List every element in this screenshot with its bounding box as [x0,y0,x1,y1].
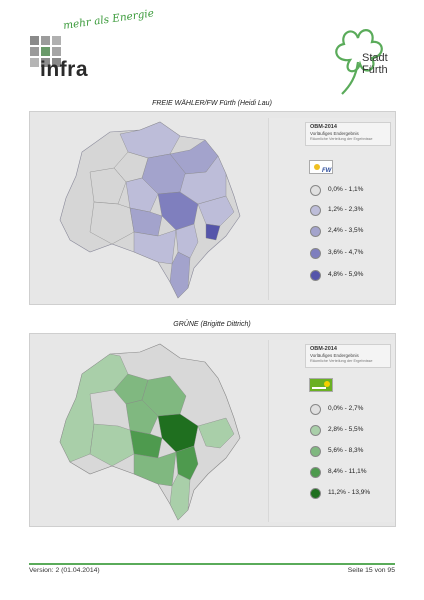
logo-tile [41,58,50,67]
city-logo-text: Stadt Fürth [362,52,388,76]
logo-tile [41,47,50,56]
city-logo-line1: Stadt [362,52,388,64]
legend-swatch [310,226,321,237]
district [175,223,199,259]
legend-swatch [310,488,321,499]
svg-text:FW: FW [322,168,332,174]
legend-item: 0,0% - 2,7% [310,404,394,416]
legend-subtitle: Vorläufiges Endergebnis [310,131,359,136]
district [179,155,227,205]
district [133,229,177,265]
city-logo-line2: Fürth [362,64,388,76]
legend-swatch [310,467,321,478]
legend-item: 3,6% - 4,7% [310,248,394,260]
legend-label: 2,4% - 3,5% [328,227,364,234]
logo-tile [52,36,61,45]
district [125,399,159,435]
district [89,167,127,205]
legend-note: Räumliche Verteilung der Ergebnisse [310,137,373,141]
logo-tile [52,58,61,67]
fw-party-logo: FW [309,160,333,174]
legend-swatch [310,248,321,259]
logo-tile [30,36,39,45]
legend-swatch [310,425,321,436]
legend-label: 2,8% - 5,5% [328,426,364,433]
district [129,207,163,237]
legend-header: OBM-2014 Vorläufiges Endergebnis Räumlic… [305,344,391,368]
legend-item: 5,6% - 8,3% [310,446,394,458]
district [89,423,135,467]
district-map-gruene [59,343,241,521]
district [175,445,199,481]
map-panel-fw: OBM-2014 Vorläufiges Endergebnis Räumlic… [29,111,396,305]
logo-tile [30,47,39,56]
legend-swatch [310,404,321,415]
legend-item: 11,2% - 13,9% [310,488,394,500]
logo-tile [52,47,61,56]
logo-tile [30,58,39,67]
legend-label: 1,2% - 2,3% [328,206,364,213]
map-legend-gruene: OBM-2014 Vorläufiges Endergebnis Räumlic… [268,340,395,522]
legend-label: 5,6% - 8,3% [328,447,364,454]
legend-label: 8,4% - 11,1% [328,468,367,475]
stadt-fuerth-cloverleaf-logo [335,29,383,95]
footer-divider [29,563,395,565]
legend-label: 3,6% - 4,7% [328,249,364,256]
district [205,223,221,241]
legend-label: 0,0% - 2,7% [328,405,364,412]
map-caption-gruene: GRÜNE (Brigitte Dittrich) [173,321,251,328]
infra-logo-text: infra [40,58,89,81]
logo-tile [41,36,50,45]
district [125,177,159,213]
district [197,417,235,449]
legend-swatch [310,185,321,196]
legend-title: OBM-2014 [310,346,337,352]
gruene-party-logo [309,378,333,392]
legend-label: 11,2% - 13,9% [328,489,371,496]
legend-item: 1,2% - 2,3% [310,205,394,217]
legend-header: OBM-2014 Vorläufiges Endergebnis Räumlic… [305,122,391,146]
legend-item: 2,4% - 3,5% [310,226,394,238]
legend-note: Räumliche Verteilung der Ergebnisse [310,359,373,363]
legend-item: 4,8% - 5,9% [310,270,394,282]
footer-version: Version: 2 (01.04.2014) [29,567,100,574]
footer-page-number: Seite 15 von 95 [347,567,395,574]
legend-item: 8,4% - 11,1% [310,467,394,479]
legend-swatch [310,270,321,281]
district-map-fw [59,121,241,299]
infra-logo [22,20,162,92]
legend-swatch [310,446,321,457]
district [169,473,191,521]
legend-item: 2,8% - 5,5% [310,425,394,437]
legend-label: 0,0% - 1,1% [328,186,364,193]
map-panel-gruene: OBM-2014 Vorläufiges Endergebnis Räumlic… [29,333,396,527]
map-caption-fw: FREIE WÄHLER/FW Fürth (Heidi Lau) [152,100,272,107]
legend-swatch [310,205,321,216]
map-legend-fw: OBM-2014 Vorläufiges Endergebnis Räumlic… [268,118,395,300]
legend-title: OBM-2014 [310,124,337,130]
legend-item: 0,0% - 1,1% [310,185,394,197]
legend-subtitle: Vorläufiges Endergebnis [310,353,359,358]
legend-label: 4,8% - 5,9% [328,271,364,278]
